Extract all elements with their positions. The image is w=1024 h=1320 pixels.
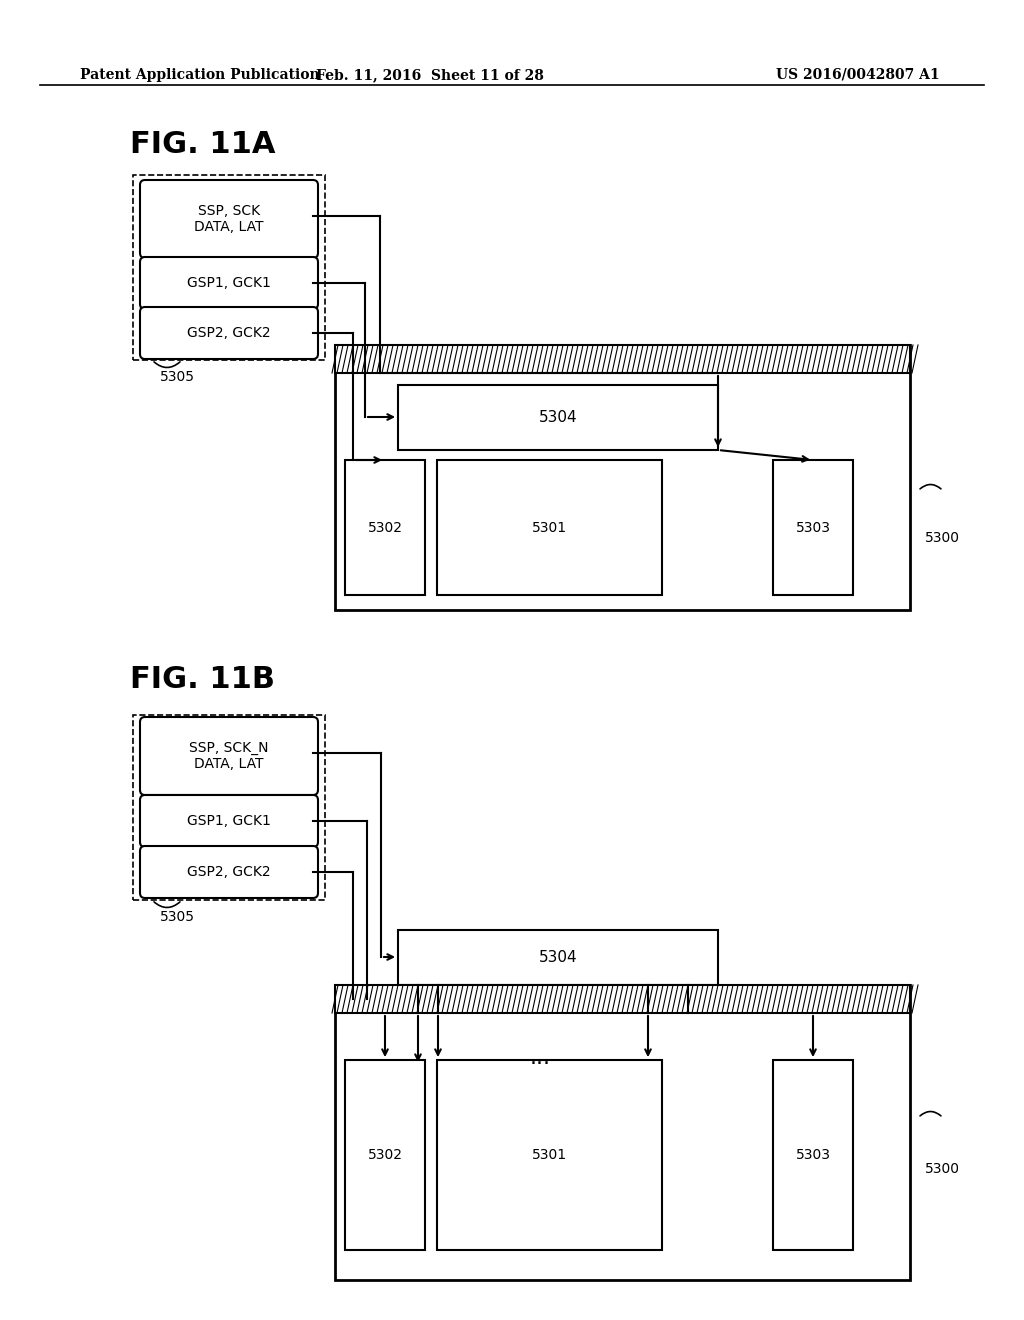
Bar xyxy=(773,1060,853,1250)
Text: US 2016/0042807 A1: US 2016/0042807 A1 xyxy=(776,69,940,82)
Text: GSP2, GCK2: GSP2, GCK2 xyxy=(187,865,270,879)
Bar xyxy=(437,459,662,595)
Text: 5303: 5303 xyxy=(796,520,830,535)
Text: Feb. 11, 2016  Sheet 11 of 28: Feb. 11, 2016 Sheet 11 of 28 xyxy=(316,69,544,82)
Text: 5302: 5302 xyxy=(368,1148,402,1162)
FancyBboxPatch shape xyxy=(140,795,318,847)
Text: 5305: 5305 xyxy=(160,370,195,384)
FancyBboxPatch shape xyxy=(140,180,318,257)
Text: Patent Application Publication: Patent Application Publication xyxy=(80,69,319,82)
Text: ...: ... xyxy=(529,1048,551,1068)
Text: FIG. 11A: FIG. 11A xyxy=(130,129,275,158)
Text: 5304: 5304 xyxy=(539,411,578,425)
Bar xyxy=(335,985,910,1280)
Text: GSP2, GCK2: GSP2, GCK2 xyxy=(187,326,270,341)
Text: GSP1, GCK1: GSP1, GCK1 xyxy=(187,814,271,828)
Text: FIG. 11B: FIG. 11B xyxy=(130,665,275,694)
FancyBboxPatch shape xyxy=(140,257,318,309)
Bar xyxy=(335,345,910,374)
Text: 5303: 5303 xyxy=(796,1148,830,1162)
Text: SSP, SCK_N
DATA, LAT: SSP, SCK_N DATA, LAT xyxy=(189,741,268,771)
Text: SSP, SCK
DATA, LAT: SSP, SCK DATA, LAT xyxy=(195,203,264,234)
Text: 5301: 5301 xyxy=(531,1148,567,1162)
Text: 5304: 5304 xyxy=(539,950,578,965)
Bar xyxy=(437,1060,662,1250)
Bar xyxy=(398,931,718,985)
Text: 5300: 5300 xyxy=(925,531,961,544)
FancyBboxPatch shape xyxy=(140,846,318,898)
Text: 5301: 5301 xyxy=(531,520,567,535)
Bar xyxy=(345,459,425,595)
Bar xyxy=(335,985,910,1012)
Text: 5305: 5305 xyxy=(160,909,195,924)
Bar xyxy=(345,1060,425,1250)
Bar xyxy=(335,345,910,610)
Bar xyxy=(133,176,325,360)
FancyBboxPatch shape xyxy=(140,717,318,795)
Bar xyxy=(398,385,718,450)
Text: GSP1, GCK1: GSP1, GCK1 xyxy=(187,276,271,290)
FancyBboxPatch shape xyxy=(140,308,318,359)
Bar xyxy=(133,715,325,900)
Text: 5300: 5300 xyxy=(925,1162,961,1176)
Text: 5302: 5302 xyxy=(368,520,402,535)
Bar xyxy=(773,459,853,595)
